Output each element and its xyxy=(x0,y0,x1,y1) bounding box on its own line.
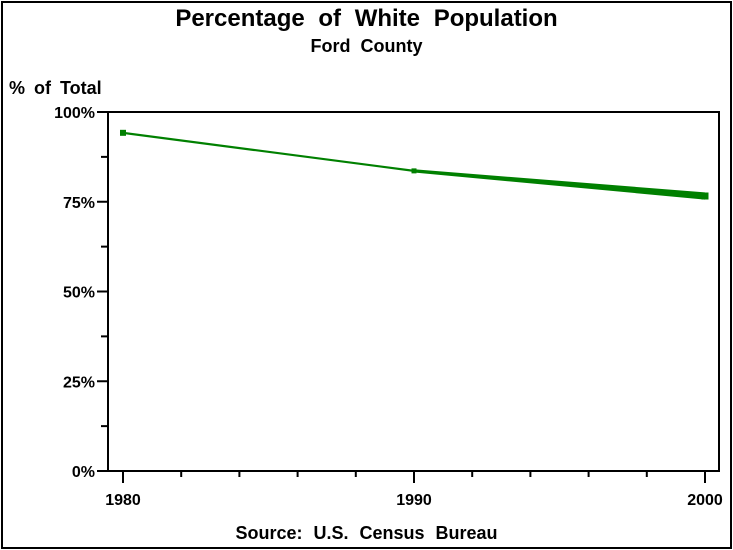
y-axis-title: % of Total xyxy=(9,78,102,98)
data-line-segment xyxy=(414,169,705,200)
y-axis-tick-label: 75% xyxy=(63,195,95,212)
x-axis-tick-label: 2000 xyxy=(687,492,723,509)
data-point-marker xyxy=(120,129,126,136)
plot-frame xyxy=(107,111,720,472)
y-axis-tick-label: 50% xyxy=(63,285,95,302)
y-axis-tick-label: 100% xyxy=(54,105,95,122)
y-axis-tick-label: 25% xyxy=(63,374,95,391)
chart-title: Percentage of White Population xyxy=(175,5,558,32)
source-note: Source: U.S. Census Bureau xyxy=(235,523,498,543)
x-axis-tick-label: 1980 xyxy=(105,492,141,509)
x-axis-tick-label: 1990 xyxy=(396,492,432,509)
data-line-segment xyxy=(122,131,415,172)
chart-subtitle: Ford County xyxy=(310,36,423,56)
data-point-marker xyxy=(701,192,709,200)
data-point-marker xyxy=(411,168,417,174)
y-axis-tick-label: 0% xyxy=(72,464,95,481)
